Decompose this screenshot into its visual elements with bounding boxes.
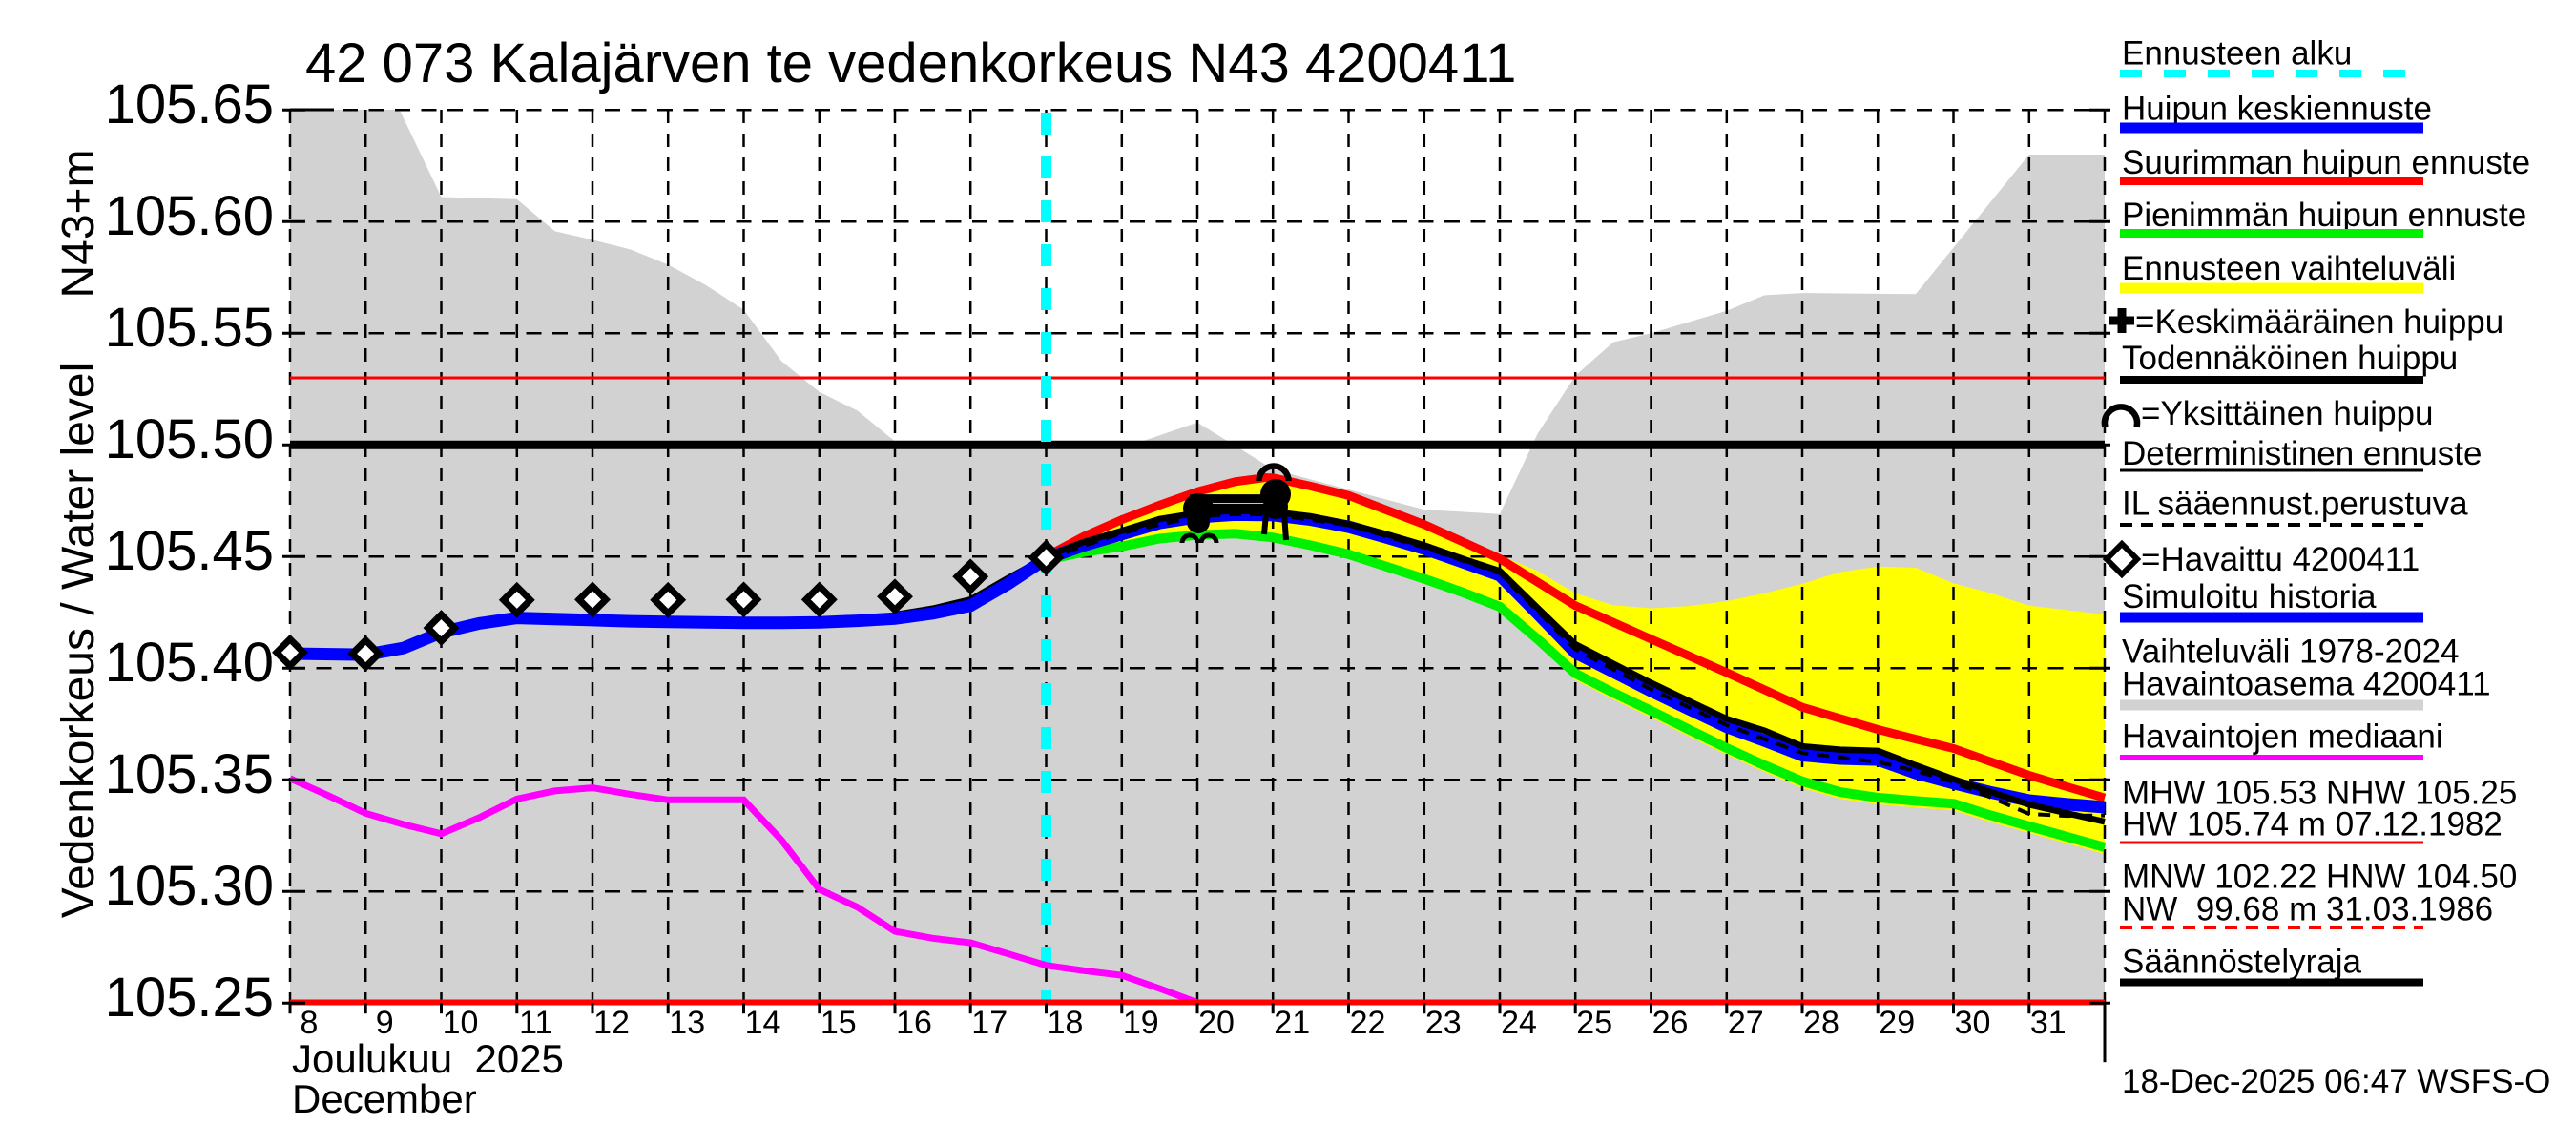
svg-text:=Yksittäinen huippu: =Yksittäinen huippu: [2141, 395, 2433, 432]
svg-text:26: 26: [1652, 1005, 1689, 1041]
svg-text:=Keskimääräinen huippu: =Keskimääräinen huippu: [2135, 303, 2503, 341]
svg-text:24: 24: [1501, 1005, 1537, 1041]
svg-text:29: 29: [1879, 1005, 1915, 1041]
svg-text:105.30: 105.30: [105, 855, 274, 917]
svg-text:Simuloitu historia: Simuloitu historia: [2122, 578, 2377, 615]
svg-text:Vaihteluväli 1978-2024: Vaihteluväli 1978-2024: [2122, 634, 2460, 671]
svg-text:Todennäköinen huippu: Todennäköinen huippu: [2122, 340, 2458, 377]
svg-text:20: 20: [1198, 1005, 1235, 1041]
svg-text:11: 11: [519, 1005, 552, 1041]
svg-text:30: 30: [1955, 1005, 1991, 1041]
svg-text:23: 23: [1425, 1005, 1462, 1041]
svg-text:16: 16: [896, 1005, 932, 1041]
svg-text:22: 22: [1350, 1005, 1386, 1041]
svg-text:Ennusteen vaihteluväli: Ennusteen vaihteluväli: [2122, 250, 2456, 287]
svg-text:15: 15: [821, 1005, 857, 1041]
svg-text:9: 9: [376, 1005, 394, 1041]
svg-text:Ennusteen alku: Ennusteen alku: [2122, 35, 2352, 73]
svg-text:N43+m: N43+m: [53, 149, 104, 298]
svg-text:NW 99.68 m 31.03.1986: NW 99.68 m 31.03.1986: [2122, 891, 2493, 928]
svg-text:Joulukuu 2025: Joulukuu 2025: [292, 1036, 564, 1081]
svg-text:18-Dec-2025 06:47 WSFS-O: 18-Dec-2025 06:47 WSFS-O: [2122, 1063, 2550, 1100]
svg-text:December: December: [292, 1076, 477, 1121]
svg-text:28: 28: [1803, 1005, 1839, 1041]
svg-text:MNW 102.22 HNW 104.50: MNW 102.22 HNW 104.50: [2122, 859, 2517, 896]
svg-text:10: 10: [443, 1005, 479, 1041]
svg-text:31: 31: [2030, 1005, 2067, 1041]
svg-text:14: 14: [745, 1005, 781, 1041]
svg-text:21: 21: [1274, 1005, 1310, 1041]
svg-text:27: 27: [1728, 1005, 1764, 1041]
svg-text:Havaintoasema 4200411: Havaintoasema 4200411: [2122, 666, 2491, 703]
svg-text:105.45: 105.45: [105, 520, 274, 582]
svg-text:105.55: 105.55: [105, 297, 274, 359]
svg-text:12: 12: [593, 1005, 630, 1041]
svg-text:Deterministinen ennuste: Deterministinen ennuste: [2122, 435, 2482, 472]
svg-text:105.35: 105.35: [105, 743, 274, 805]
svg-text:MHW 105.53 NHW 105.25: MHW 105.53 NHW 105.25: [2122, 775, 2517, 812]
svg-text:25: 25: [1576, 1005, 1612, 1041]
svg-text:105.65: 105.65: [105, 73, 274, 135]
svg-text:=Havaittu 4200411: =Havaittu 4200411: [2141, 541, 2420, 578]
svg-text:105.50: 105.50: [105, 408, 274, 470]
svg-text:Huipun keskiennuste: Huipun keskiennuste: [2122, 91, 2432, 128]
svg-text:105.60: 105.60: [105, 185, 274, 247]
svg-text:Suurimman huipun ennuste: Suurimman huipun ennuste: [2122, 144, 2530, 181]
svg-text:Pienimmän huipun ennuste: Pienimmän huipun ennuste: [2122, 197, 2526, 234]
svg-text:105.25: 105.25: [105, 967, 274, 1029]
svg-text:IL sääennust.perustuva: IL sääennust.perustuva: [2122, 486, 2468, 523]
svg-text:18: 18: [1048, 1005, 1084, 1041]
svg-text:Havaintojen mediaani: Havaintojen mediaani: [2122, 718, 2443, 756]
svg-text:17: 17: [971, 1005, 1008, 1041]
svg-text:13: 13: [669, 1005, 705, 1041]
svg-text:HW 105.74 m 07.12.1982: HW 105.74 m 07.12.1982: [2122, 806, 2503, 843]
svg-text:Vedenkorkeus / Water level: Vedenkorkeus / Water level: [53, 363, 104, 919]
svg-text:42 073 Kalajärven te vedenkork: 42 073 Kalajärven te vedenkorkeus N43 42…: [305, 32, 1516, 94]
svg-text:105.40: 105.40: [105, 632, 274, 694]
svg-text:19: 19: [1123, 1005, 1159, 1041]
svg-text:8: 8: [301, 1005, 319, 1041]
svg-text:Säännöstelyraja: Säännöstelyraja: [2122, 944, 2362, 981]
